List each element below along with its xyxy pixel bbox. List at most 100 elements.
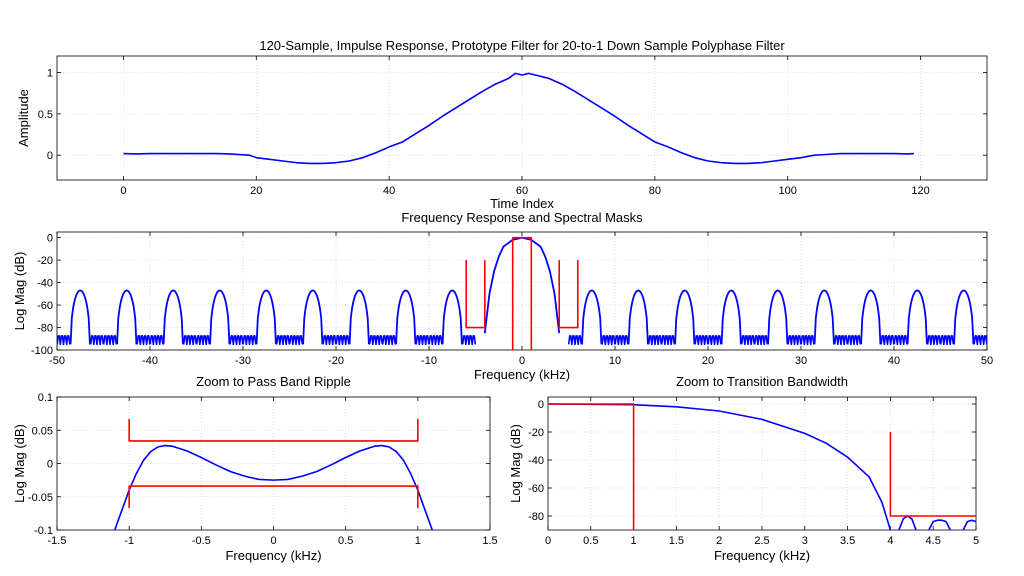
passband-mask-0 [128,418,419,442]
transition-xtick-label-3: 1.5 [669,535,684,547]
impulse-xtick-label-2: 40 [383,185,395,197]
transition-ytick-label-4: 0 [538,399,544,411]
impulse-xtick-label-3: 60 [516,185,528,197]
transition-xtick-label-2: 1 [631,535,637,547]
spectrum-sidelobe-4 [255,289,277,345]
passband-ytick-label-4: 0.1 [38,392,53,404]
spectrum-sidelobe-7 [395,289,417,345]
passband-xtick-label-5: 1 [415,535,421,547]
spectrum-sidelobe-10 [627,289,649,345]
spectrum-ripple-2-1 [182,335,198,346]
transition-ylabel: Log Mag (dB) [508,424,523,503]
transition-ticks: 0 0.5 1 1.5 2 2.5 3 3.5 4 4.5 5 -80 -60 -40 -20 0 [528,397,979,547]
impulse-xtick-label-1: 20 [250,185,262,197]
passband-ytick-label-2: 0 [47,459,53,471]
spectrum-ripple-15-1 [880,335,895,346]
spectrum-ripple-2-0 [149,335,164,346]
spectrum-ripple-4-0 [242,335,257,346]
spectrum-sidelobe-0 [69,289,91,345]
spectrum-ripple-16-0 [893,335,908,346]
spectrum-xtick-label-1: -40 [142,355,158,367]
passband-ytick-label-0: -0.1 [34,525,53,537]
transition-xtick-label-5: 2.5 [754,535,769,547]
passband-mask-1 [128,485,419,509]
passband-xtick-label-4: 0.5 [338,535,353,547]
impulse-ylabel: Amplitude [16,89,31,147]
spectrum-xtick-label-8: 30 [795,355,807,367]
spectrum-ylabel: Log Mag (dB) [12,252,27,331]
spectrum-xtick-label-0: -50 [49,355,65,367]
spectrum-xtick-label-7: 20 [702,355,714,367]
spectrum-sidelobe-2 [162,289,184,345]
spectrum-ripple-15-0 [846,335,862,346]
spectrum-ripple-10-1 [647,335,663,346]
spectrum-sidelobe-15 [860,289,882,345]
impulse-xtick-label-0: 0 [120,185,126,197]
spectrum-sidelobe-3 [209,289,231,345]
spectrum-ripple-12-0 [707,335,722,346]
spectrum-sidelobe-12 [720,289,742,345]
impulse-title: 120-Sample, Impulse Response, Prototype … [259,38,785,53]
spectrum-ripple-9-0 [567,335,583,346]
passband-title: Zoom to Pass Band Ripple [196,374,351,389]
transition-xtick-label-6: 3 [802,535,808,547]
passband-xtick-label-6: 1.5 [482,535,497,547]
impulse-series-0 [123,72,914,165]
spectrum-ripple-0-1 [89,335,105,346]
impulse-xtick-label-5: 100 [779,185,797,197]
impulse-xlabel: Time Index [490,196,554,211]
impulse-ticks: 0 20 40 60 80 100 120 0 0.5 1 [38,56,987,197]
transition-ytick-label-2: -40 [528,455,544,467]
spectrum-sidelobe-11 [674,289,696,345]
transition-ytick-label-0: -80 [528,511,544,523]
spectrum-ripple-16-1 [926,335,942,346]
impulse-ytick-label-1: 0.5 [38,109,53,121]
spectrum-ripple-14-0 [800,335,815,346]
spectrum-xtick-label-5: 0 [519,355,525,367]
spectrum-ripple-11-0 [660,335,676,346]
spectrum-ytick-label-0: -100 [31,345,53,357]
spectrum-sidelobe-14 [813,289,835,345]
spectrum-ripple-5-0 [288,335,304,346]
impulse-ytick-label-0: 0 [47,150,53,162]
passband-ytick-label-3: 0.05 [32,425,53,437]
passband-ticks: -1.5 -1 -0.5 0 0.5 1 1.5 -0.1 -0.05 0 0.05 0.1 [28,392,498,547]
spectrum-sidelobe-16 [906,289,928,345]
spectrum-ripple-10-0 [614,335,629,346]
transition-series-3 [962,519,976,530]
spectrum-ytick-label-4: -20 [37,255,53,267]
spectrum-ripple-7-0 [381,335,397,346]
transition-ytick-label-3: -20 [528,427,544,439]
transition-xlabel: Frequency (kHz) [714,548,810,563]
spectrum-ripple-1-0 [102,335,118,346]
transition-xtick-label-0: 0 [545,535,551,547]
spectrum-sidelobe-5 [302,289,324,345]
spectrum-ytick-label-1: -80 [37,323,53,335]
spectrum-ytick-label-3: -40 [37,278,53,290]
passband-data [113,418,434,530]
passband-xtick-label-2: -0.5 [192,535,211,547]
spectrum-xtick-label-3: -20 [328,355,344,367]
passband-xlabel: Frequency (kHz) [225,548,321,563]
spectrum-xtick-label-6: 10 [609,355,621,367]
passband-series-0 [113,444,434,530]
spectrum-ripple-14-1 [833,335,849,346]
spectrum-ripple-7-1 [415,335,430,346]
transition-xtick-label-9: 4.5 [926,535,941,547]
transition-title: Zoom to Transition Bandwidth [676,374,848,389]
spectrum-sidelobe-1 [116,289,138,345]
spectrum-sidelobe-6 [348,289,370,345]
transition-ytick-label-1: -60 [528,483,544,495]
spectrum-ripple-13-0 [753,335,769,346]
transition-plot: 0 0.5 1 1.5 2 2.5 3 3.5 4 4.5 5 -80 -60 -40 -20 0 Zoom t… [508,374,979,563]
spectrum-ripple-12-1 [740,335,756,346]
spectrum-xtick-label-9: 40 [888,355,900,367]
passband-ylabel: Log Mag (dB) [12,424,27,503]
spectrum-ripple-3-1 [229,335,244,346]
spectrum-mask-2 [558,260,579,329]
spectrum-ripple-6-0 [335,335,350,346]
spectrum-xtick-label-2: -30 [235,355,251,367]
spectrum-ripple-6-1 [368,335,384,346]
spectrum-sidelobe-8 [441,289,463,345]
